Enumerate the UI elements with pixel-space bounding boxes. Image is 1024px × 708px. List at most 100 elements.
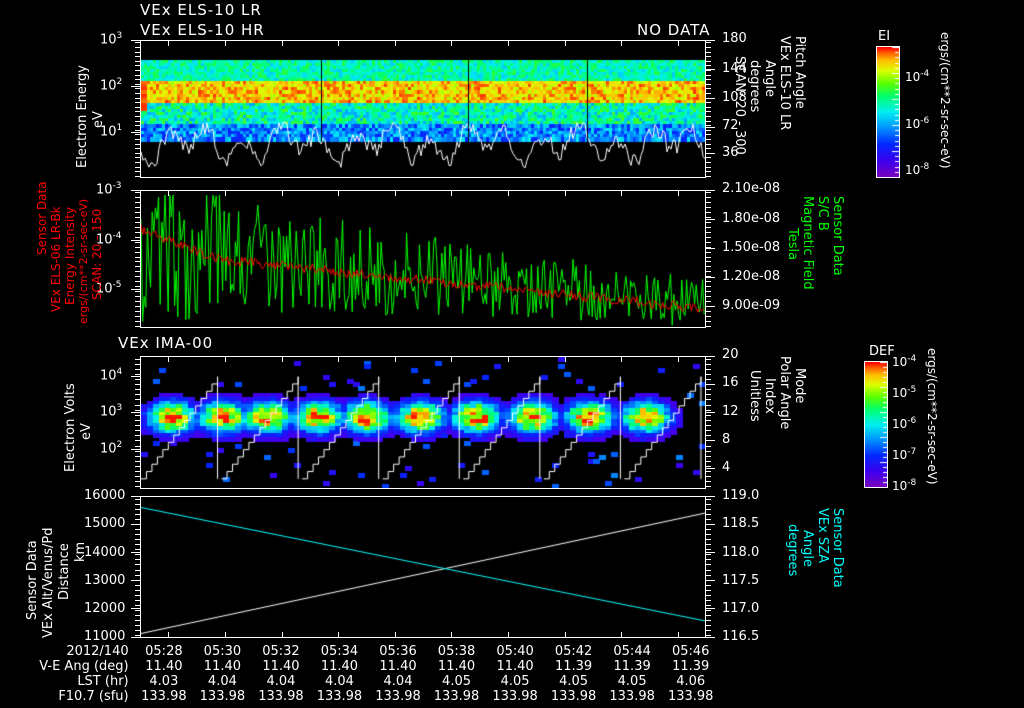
axis-tick-major [706,127,715,128]
panel4-left-tick-4: 12000 [84,601,126,616]
panel3-right-tick-0: 20 [722,347,739,362]
axis-tick-minor [706,384,711,385]
axis-tick-minor [135,620,140,621]
axis-tick-minor [706,192,711,193]
panel3-colorbar-tick-1: 10-5 [892,386,916,400]
panel3-right-axis-label-2: Polar Angle [777,356,792,430]
axis-tick-major [131,637,140,638]
axis-tick-minor [135,524,140,525]
panel4-left-tick-3: 13000 [84,573,126,588]
axis-tick-minor [135,75,140,76]
axis-tick-minor [135,374,140,375]
axis-tick-minor [135,217,140,218]
axis-tick-minor [135,359,140,360]
axis-tick-minor [135,130,140,131]
axis-tick-minor [135,125,140,126]
axis-tick-minor [135,202,140,203]
axis-tick-minor [706,171,711,172]
x-axis-tick [451,190,452,196]
panel2-right-axis-label-4: Tesla [785,228,800,261]
axis-tick-minor [706,534,711,535]
tick-exponent: 2 [116,77,123,87]
panel2-right-tick-2: 1.50e-08 [722,240,781,255]
axis-tick-minor [135,486,140,487]
x-axis-tick [508,190,509,196]
table-cell: 11.40 [262,659,300,674]
axis-tick-minor [706,374,711,375]
panel1-left-tick-0: 103 [100,32,122,47]
panel3-right-tick-4: 4 [722,460,731,475]
axis-tick-minor [706,212,711,213]
axis-tick-minor [135,575,140,576]
panel-electron-energy-spectrogram [140,40,706,178]
axis-tick-minor [706,242,711,243]
table-row-label: LST (hr) [77,674,129,689]
axis-tick-major [131,412,140,413]
axis-tick-minor [135,98,140,99]
axis-tick-minor [706,509,711,510]
panel2-left-tick-0: 10-3 [96,182,122,197]
axis-tick-minor [706,266,711,267]
axis-tick-minor [706,514,711,515]
axis-tick-minor [135,192,140,193]
table-cell: 4.05 [500,674,530,689]
panel4-left-axis-label-3: Distance [57,543,72,600]
axis-tick-minor [706,379,711,380]
table-cell: 11.40 [203,659,242,674]
panel2-right-axis-label-3: Magnetic Field [800,196,815,290]
axis-tick-minor [706,620,711,621]
panel4-right-tick-4: 117.0 [722,601,760,616]
table-cell: 11.40 [320,659,359,674]
axis-tick-minor [135,630,140,631]
x-axis-tick [338,190,339,196]
axis-tick-minor [706,610,711,611]
panel1-right-tick-3: 72 [722,118,739,133]
axis-tick-minor [135,399,140,400]
table-cell: 11.40 [437,659,476,674]
axis-tick-minor [135,212,140,213]
axis-tick-minor [135,514,140,515]
panel3-colorbar-tick-2: 10-6 [892,417,916,431]
axis-tick-minor [135,134,140,135]
axis-tick-minor [706,75,711,76]
axis-tick-minor [135,144,140,145]
x-axis-tick [621,632,622,638]
axis-tick-minor [135,605,140,606]
axis-tick-minor [706,600,711,601]
axis-tick-minor [706,134,711,135]
panel1-left-axis-label-2: eV [91,111,106,128]
table-row-ve-ang: V-E Ang (deg) 11.40 11.40 11.40 11.40 11.40 11… [0,659,720,674]
axis-tick-minor [135,271,140,272]
panel4-right-axis-label-1: Sensor Data [830,508,845,588]
table-cell: 133.98 [433,689,480,704]
panel1-left-axis-label-1: Electron Energy [75,65,90,168]
axis-tick-major [706,412,715,413]
axis-tick-minor [706,321,711,322]
axis-tick-minor [706,451,711,452]
axis-tick-minor [135,564,140,565]
x-axis-tick [395,40,396,46]
table-cell: 4.03 [149,674,179,689]
panel1-title-lr: VEx ELS-10 LR [140,1,262,19]
axis-tick-minor [706,291,711,292]
axis-tick-minor [706,157,711,158]
axis-tick-minor [706,544,711,545]
axis-tick-minor [706,61,711,62]
axis-tick-minor [135,56,140,57]
axis-tick-minor [706,301,711,302]
axis-tick-minor [706,359,711,360]
panel4-left-axis-label-1: Sensor Data [25,540,40,620]
table-cell: 4.05 [442,674,471,689]
table-cell: 133.98 [667,689,714,704]
x-axis-tick [678,190,679,196]
panel2-right-axis-label-2: S/C B [815,196,830,231]
axis-tick-minor [135,121,140,122]
x-axis-tick [678,632,679,638]
table-cell: 133.98 [316,689,363,704]
panel2-left-axis-label-2: VEx ELS-06 LR-Bk [49,206,63,312]
axis-tick-minor [706,430,711,431]
table-cell: 05:34 [320,644,359,659]
axis-tick-minor [135,107,140,108]
panel4-right-axis-label-4: degrees [785,524,800,577]
